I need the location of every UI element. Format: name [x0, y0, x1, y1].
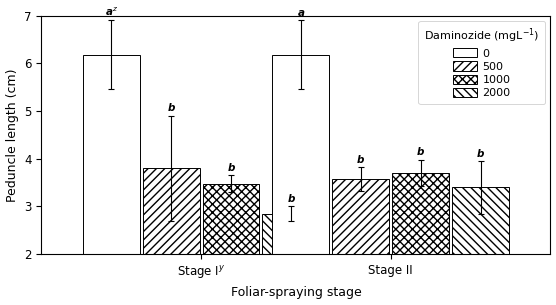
Text: b: b: [287, 194, 295, 204]
Text: a: a: [297, 8, 304, 18]
Text: a$^z$: a$^z$: [105, 5, 118, 18]
Text: b: b: [417, 147, 424, 157]
Bar: [392, 173, 449, 254]
Text: b: b: [167, 103, 175, 113]
Bar: [262, 214, 319, 254]
Text: b: b: [227, 163, 235, 173]
Bar: [202, 184, 260, 254]
Bar: [83, 55, 140, 254]
X-axis label: Foliar-spraying stage: Foliar-spraying stage: [231, 286, 361, 300]
Y-axis label: Peduncle length (cm): Peduncle length (cm): [6, 68, 18, 202]
Bar: [143, 168, 200, 254]
Text: b: b: [477, 149, 484, 159]
Bar: [332, 179, 389, 254]
Legend: 0, 500, 1000, 2000: 0, 500, 1000, 2000: [419, 21, 545, 104]
Bar: [452, 187, 509, 254]
Bar: [272, 55, 329, 254]
Text: b: b: [357, 155, 365, 165]
